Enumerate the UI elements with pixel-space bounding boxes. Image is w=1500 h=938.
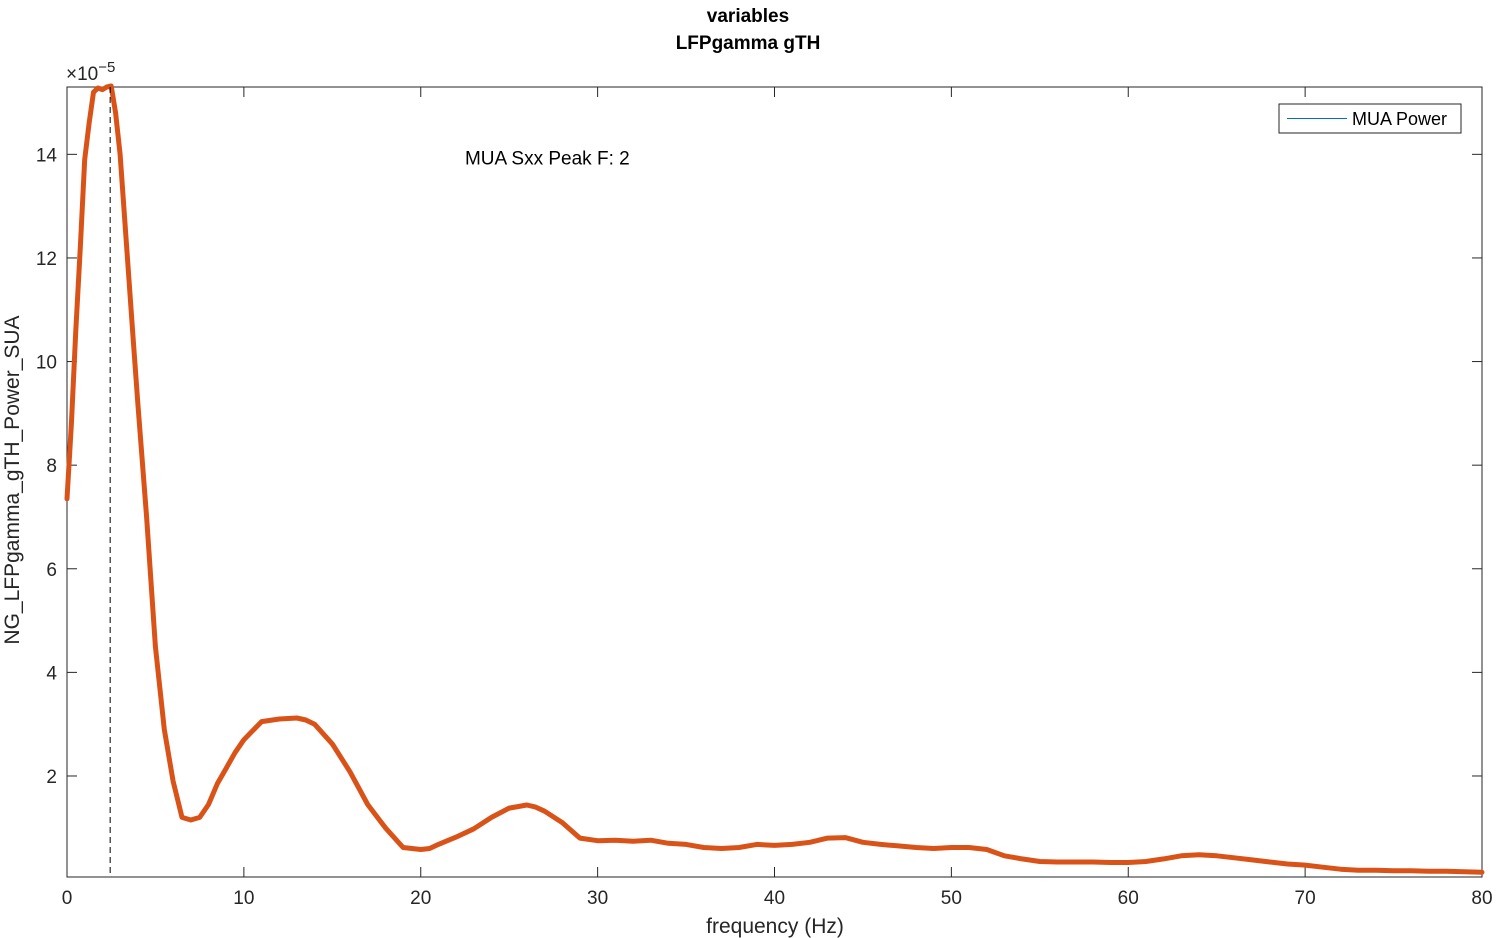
y-tick-label: 10 [36,353,57,374]
x-tick-label: 70 [1295,888,1316,909]
x-tick-label: 30 [587,888,608,909]
peak-annotation: MUA Sxx Peak F: 2 [465,149,630,170]
x-tick-label: 20 [410,888,431,909]
y-tick-label: 8 [46,456,57,477]
y-tick-label: 4 [46,663,57,684]
y-tick-label: 14 [36,145,58,166]
x-tick-label: 50 [941,888,962,909]
chart-title: variables [707,6,789,27]
y-tick-label: 12 [36,249,57,270]
legend: MUA Power [1278,103,1462,134]
y-exponent-base: ×10 [66,64,98,85]
x-tick-label: 60 [1118,888,1139,909]
y-exponent-label: ×10−5 [66,59,115,85]
x-axis-label: frequency (Hz) [706,915,844,938]
y-tick-label: 6 [46,560,57,581]
chart-subtitle: LFPgamma gTH [676,33,821,54]
axis-ticks: 0 10 20 30 40 50 60 70 80 2 4 6 8 10 12 14 [36,87,1493,909]
x-tick-label: 80 [1471,888,1492,909]
series-lines [64,83,1485,875]
series-line-mua-power [64,83,1485,875]
legend-entry-mua-power: MUA Power [1352,109,1447,129]
x-tick-label: 40 [764,888,785,909]
x-tick-label: 10 [233,888,254,909]
y-tick-label: 2 [46,767,57,788]
plot-area [66,86,1483,878]
axes-box [66,86,1483,878]
x-tick-label: 0 [62,888,73,909]
y-exponent-power: −5 [98,59,115,76]
y-axis-label: NG_LFPgamma_gTH_Power_SUA [1,315,24,644]
